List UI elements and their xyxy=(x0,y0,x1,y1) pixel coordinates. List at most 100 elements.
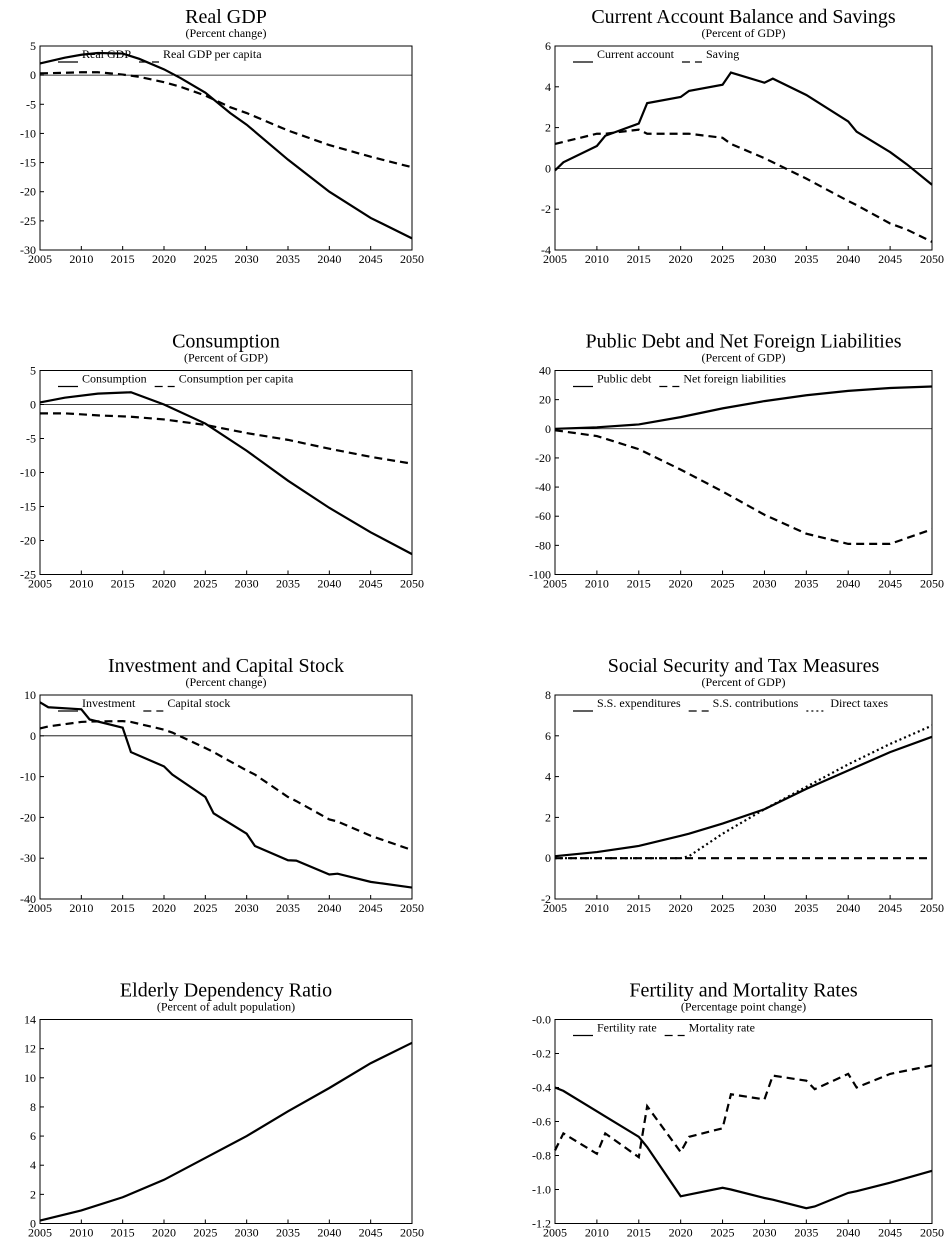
y-tick-label: -0.4 xyxy=(532,1081,551,1095)
x-tick-label: 2005 xyxy=(543,901,567,915)
y-tick-label: -1.0 xyxy=(532,1183,551,1197)
x-tick-label: 2035 xyxy=(794,252,818,266)
x-tick-label: 2025 xyxy=(193,1226,217,1240)
x-tick-label: 2030 xyxy=(235,577,259,591)
x-tick-label: 2005 xyxy=(543,1226,567,1240)
chart-title: Public Debt and Net Foreign Liabilities xyxy=(585,331,901,353)
legend-label: Direct taxes xyxy=(830,696,888,710)
plot-frame xyxy=(554,45,933,251)
y-tick-label: 0 xyxy=(30,398,36,412)
y-tick-label: -4 xyxy=(541,243,551,257)
x-tick-label: 2025 xyxy=(711,252,735,266)
x-tick-label: 2005 xyxy=(28,577,52,591)
y-tick-label: 2 xyxy=(545,810,551,824)
plot-frame xyxy=(39,1019,413,1224)
chart-subtitle: (Percent of GDP) xyxy=(702,351,786,365)
y-tick-label: -0.2 xyxy=(532,1047,551,1061)
x-tick-label: 2040 xyxy=(317,577,341,591)
chart-subtitle: (Percent change) xyxy=(186,26,267,40)
y-tick-label: 2 xyxy=(545,121,551,135)
y-tick-label: -40 xyxy=(20,892,36,906)
y-tick-label: 10 xyxy=(24,688,36,702)
y-tick-label: 5 xyxy=(30,39,36,53)
y-tick-label: 10 xyxy=(24,1071,36,1085)
x-tick-label: 2025 xyxy=(711,901,735,915)
y-tick-label: -20 xyxy=(20,534,36,548)
x-tick-label: 2035 xyxy=(276,1226,300,1240)
y-tick-label: 4 xyxy=(545,80,551,94)
y-tick-label: -100 xyxy=(529,568,551,582)
y-tick-label: 6 xyxy=(30,1129,36,1143)
y-tick-label: 20 xyxy=(539,393,551,407)
x-tick-label: 2015 xyxy=(627,577,651,591)
chart-subtitle: (Percent change) xyxy=(186,675,267,689)
x-tick-label: 2025 xyxy=(711,1226,735,1240)
y-tick-label: -10 xyxy=(20,466,36,480)
y-tick-label: -10 xyxy=(20,770,36,784)
y-tick-label: -40 xyxy=(535,480,551,494)
chart-title: Real GDP xyxy=(185,6,267,28)
x-tick-label: 2030 xyxy=(752,252,776,266)
y-tick-label: -20 xyxy=(20,185,36,199)
x-tick-label: 2030 xyxy=(752,901,776,915)
legend-label: Capital stock xyxy=(167,696,230,710)
y-tick-label: 0 xyxy=(30,68,36,82)
x-tick-label: 2045 xyxy=(359,1226,383,1240)
y-tick-label: -0.8 xyxy=(532,1149,551,1163)
legend-label: Investment xyxy=(82,696,136,710)
legend-label: S.S. expenditures xyxy=(597,696,681,710)
x-tick-label: 2025 xyxy=(193,252,217,266)
plot-frame xyxy=(39,45,413,251)
x-tick-label: 2005 xyxy=(28,901,52,915)
x-tick-label: 2030 xyxy=(752,577,776,591)
plot-frame xyxy=(554,370,933,575)
series-line xyxy=(39,71,413,169)
y-tick-label: 0 xyxy=(30,729,36,743)
x-tick-label: 2015 xyxy=(111,577,135,591)
legend-label: Consumption xyxy=(82,372,147,386)
x-tick-label: 2050 xyxy=(400,1226,424,1240)
y-tick-label: 0 xyxy=(545,422,551,436)
x-tick-label: 2040 xyxy=(317,901,341,915)
x-tick-label: 2030 xyxy=(235,1226,259,1240)
x-tick-label: 2015 xyxy=(111,252,135,266)
x-tick-label: 2035 xyxy=(794,901,818,915)
y-tick-label: 0 xyxy=(30,1217,36,1231)
x-tick-label: 2005 xyxy=(28,1226,52,1240)
series-line xyxy=(555,724,933,860)
x-tick-label: 2015 xyxy=(111,901,135,915)
x-tick-label: 2040 xyxy=(836,252,860,266)
x-tick-label: 2020 xyxy=(152,252,176,266)
chart-title: Current Account Balance and Savings xyxy=(591,6,896,28)
series-line xyxy=(39,720,413,852)
series-line xyxy=(39,51,413,240)
chart-subtitle: (Percent of adult population) xyxy=(157,1000,295,1014)
x-tick-label: 2005 xyxy=(543,577,567,591)
x-tick-label: 2015 xyxy=(627,901,651,915)
y-tick-label: 14 xyxy=(24,1013,36,1027)
chart-title: Fertility and Mortality Rates xyxy=(629,980,858,1002)
x-tick-label: 2010 xyxy=(69,577,93,591)
series-line xyxy=(554,1064,933,1160)
y-tick-label: 12 xyxy=(24,1042,36,1056)
x-tick-label: 2035 xyxy=(794,577,818,591)
y-tick-label: -30 xyxy=(20,243,36,257)
y-tick-label: 6 xyxy=(545,39,551,53)
y-tick-label: -25 xyxy=(20,214,36,228)
y-tick-label: -80 xyxy=(535,538,551,552)
y-tick-label: -20 xyxy=(535,451,551,465)
x-tick-label: 2020 xyxy=(152,1226,176,1240)
x-tick-label: 2030 xyxy=(752,1226,776,1240)
y-tick-label: -2 xyxy=(541,892,551,906)
x-tick-label: 2010 xyxy=(585,252,609,266)
x-tick-label: 2050 xyxy=(400,901,424,915)
series-line xyxy=(554,71,933,186)
legend-label: Public debt xyxy=(597,372,652,386)
y-tick-label: -1.2 xyxy=(532,1217,551,1231)
y-tick-label: 6 xyxy=(545,729,551,743)
legend-label: Net foreign liabilities xyxy=(683,372,786,386)
y-tick-label: 0 xyxy=(545,851,551,865)
x-tick-label: 2015 xyxy=(627,252,651,266)
x-tick-label: 2030 xyxy=(235,252,259,266)
